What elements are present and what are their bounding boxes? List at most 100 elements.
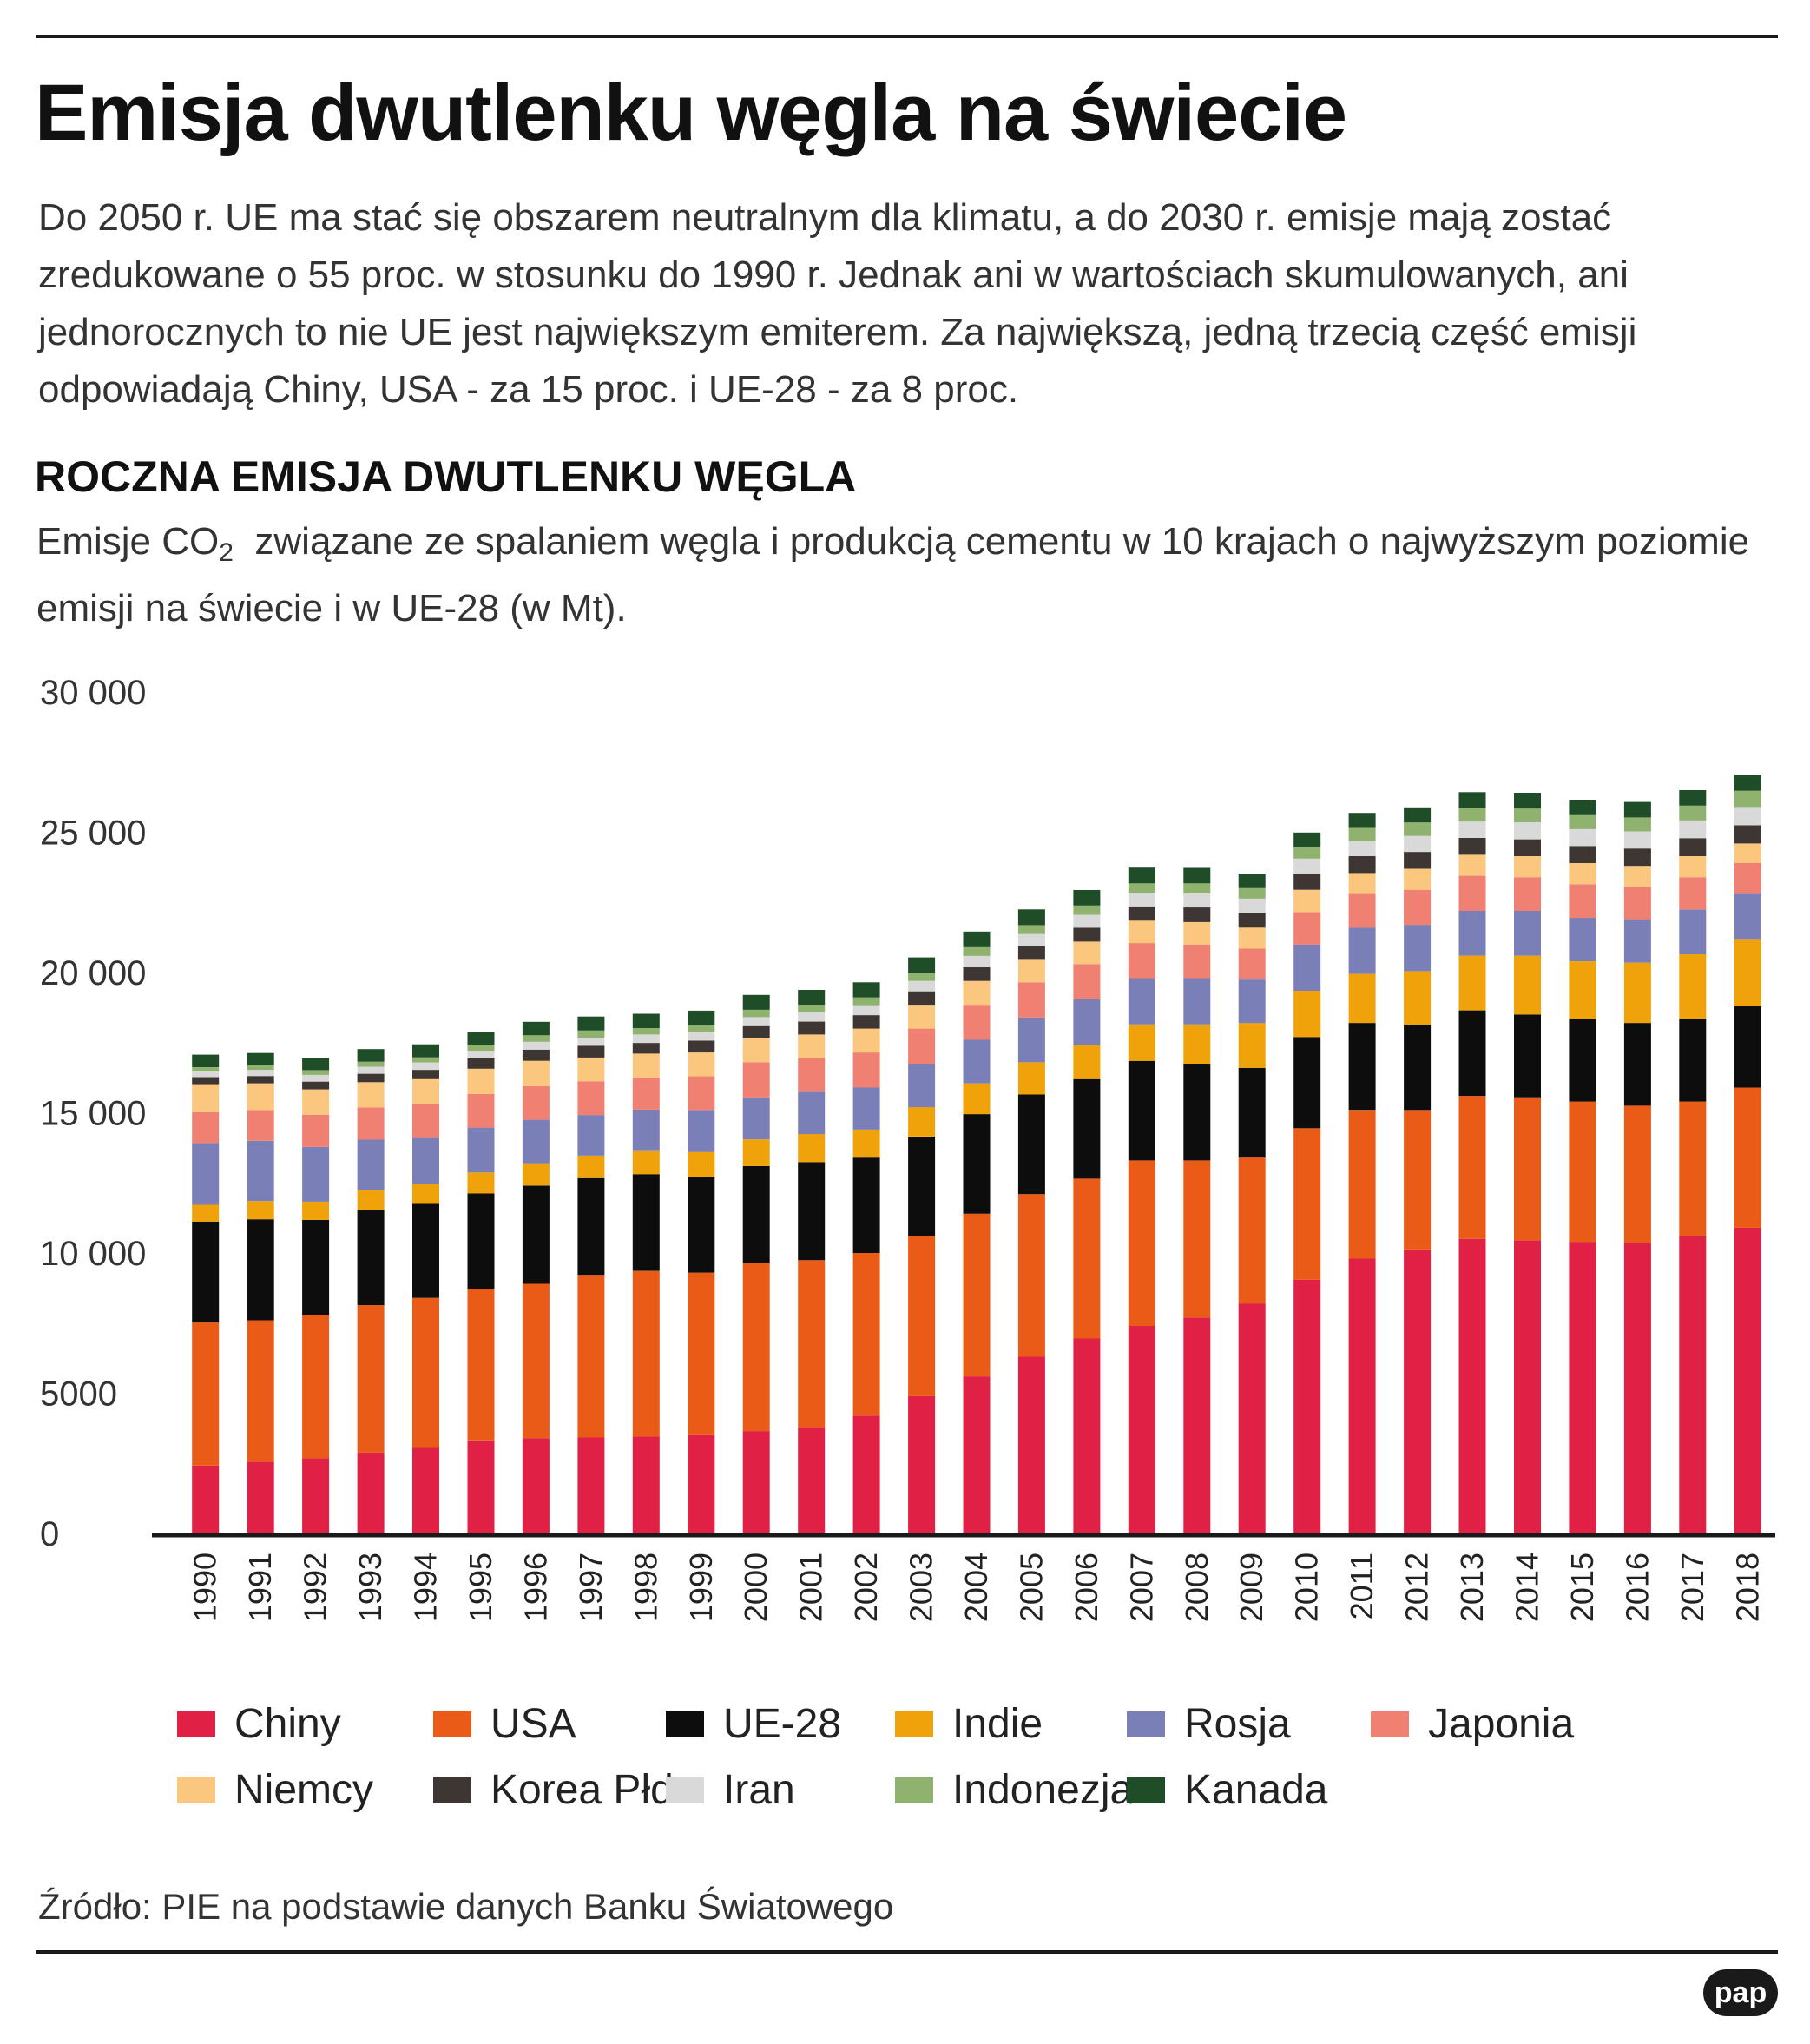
bar-segment-kanada-2010 — [1293, 832, 1321, 847]
bar-segment-indie-1998 — [632, 1150, 660, 1175]
bar-segment-korea-p-d--2006 — [1073, 927, 1101, 942]
bar-segment-niemcy-2004 — [963, 980, 991, 1006]
y-tick-label: 5000 — [40, 1375, 117, 1414]
x-tick-label: 2005 — [1013, 1553, 1049, 1622]
bar-segment-rosja-1991 — [247, 1140, 274, 1202]
bar-segment-chiny-1991 — [247, 1461, 274, 1533]
bar-segment-iran-2008 — [1183, 893, 1211, 907]
legend-item-rosja: Rosja — [1127, 1700, 1291, 1748]
bar-segment-kanada-1997 — [577, 1016, 605, 1031]
bar-segment-indie-2001 — [798, 1134, 826, 1163]
bar-segment-indie-2012 — [1404, 971, 1432, 1025]
bar-segment-iran-1992 — [302, 1074, 330, 1082]
bar-segment-korea-p-d--1990 — [192, 1077, 220, 1085]
bar-segment-japonia-2004 — [963, 1005, 991, 1040]
x-tick-label: 1990 — [188, 1553, 223, 1622]
bar-segment-rosja-2000 — [742, 1097, 770, 1140]
bar-segment-kanada-2005 — [1017, 909, 1045, 926]
y-axis-ticks: 0 5000 10 000 15 000 20 000 25 000 30 000 — [40, 674, 146, 1553]
bar-segment-indonezja-1992 — [302, 1070, 330, 1075]
bar-segment-indonezja-1993 — [357, 1061, 385, 1067]
bar-segment-ue-28-2012 — [1404, 1024, 1432, 1111]
bar-segment-rosja-2013 — [1458, 910, 1486, 956]
legend-label: UE-28 — [723, 1701, 842, 1747]
bar-segment-iran-2004 — [963, 955, 991, 967]
bar-segment-indonezja-2014 — [1514, 808, 1541, 823]
x-tick-label: 2007 — [1123, 1553, 1159, 1622]
bar-segment-ue-28-2014 — [1514, 1014, 1541, 1098]
x-tick-label: 1994 — [408, 1553, 444, 1622]
bar-segment-usa-2000 — [742, 1263, 770, 1432]
bar-segment-kanada-1992 — [302, 1058, 330, 1071]
bar-segment-chiny-2017 — [1679, 1236, 1707, 1533]
bar-segment-iran-2016 — [1623, 831, 1651, 849]
bar-segment-korea-p-d--2009 — [1238, 913, 1266, 928]
bar-segment-usa-2018 — [1734, 1087, 1761, 1228]
bar-segment-korea-p-d--1999 — [688, 1040, 715, 1053]
bar-segment-indonezja-1999 — [688, 1025, 715, 1032]
bar-segment-kanada-1996 — [522, 1021, 550, 1036]
bar-segment-indie-2010 — [1293, 991, 1321, 1038]
bar-segment-indonezja-1995 — [467, 1045, 495, 1052]
bar-segment-kanada-2000 — [742, 994, 770, 1010]
x-tick-label: 2014 — [1510, 1553, 1545, 1622]
bar-segment-rosja-1996 — [522, 1119, 550, 1164]
legend-label: Rosja — [1184, 1701, 1291, 1747]
bar-segment-ue-28-1998 — [632, 1174, 660, 1271]
bar-segment-indie-1992 — [302, 1201, 330, 1220]
bar-segment-korea-p-d--1991 — [247, 1076, 274, 1084]
bar-segment-chiny-2005 — [1017, 1356, 1045, 1533]
bar-segment-ue-28-2005 — [1017, 1094, 1045, 1195]
x-tick-label: 2003 — [904, 1553, 939, 1622]
desc-post: związane ze spalaniem węgla i produkcją … — [36, 520, 1761, 630]
page-title: Emisja dwutlenku węgla na świecie — [35, 69, 1347, 157]
bar-segment-rosja-2007 — [1128, 978, 1155, 1025]
legend-item-usa: USA — [433, 1700, 576, 1748]
bar-segment-iran-2001 — [798, 1012, 826, 1022]
bar-segment-ue-28-1994 — [412, 1203, 439, 1298]
bar-segment-korea-p-d--1992 — [302, 1081, 330, 1090]
bar-segment-niemcy-2016 — [1623, 866, 1651, 887]
bar-segment-ue-28-2018 — [1734, 1006, 1761, 1088]
bar-segment-kanada-2007 — [1128, 867, 1155, 884]
bar-segment-chiny-2016 — [1623, 1243, 1651, 1533]
top-rule — [36, 35, 1778, 38]
legend-item-kanada: Kanada — [1127, 1766, 1328, 1814]
y-tick-label: 10 000 — [40, 1235, 146, 1273]
bar-segment-rosja-1997 — [577, 1115, 605, 1156]
bar-segment-iran-2005 — [1017, 933, 1045, 946]
bar-segment-indonezja-2004 — [963, 946, 991, 956]
bar-segment-chiny-1999 — [688, 1435, 715, 1533]
x-tick-label: 2018 — [1729, 1553, 1765, 1622]
bar-segment-chiny-2006 — [1073, 1338, 1101, 1533]
bar-segment-iran-2012 — [1404, 835, 1432, 853]
legend-swatch — [433, 1711, 471, 1737]
bar-segment-chiny-2018 — [1734, 1227, 1761, 1533]
bar-segment-japonia-2016 — [1623, 887, 1651, 920]
bar-segment-niemcy-2015 — [1569, 863, 1596, 885]
bar-segment-korea-p-d--2014 — [1514, 839, 1541, 856]
bar-segment-rosja-2001 — [798, 1091, 826, 1135]
bar-segment-usa-1997 — [577, 1275, 605, 1438]
bar-segment-rosja-1992 — [302, 1146, 330, 1202]
bar-segment-chiny-2011 — [1348, 1258, 1376, 1533]
legend-swatch — [895, 1711, 933, 1737]
bar-segment-niemcy-2002 — [852, 1028, 880, 1053]
bar-segment-usa-2012 — [1404, 1110, 1432, 1250]
bar-segment-iran-1995 — [467, 1051, 495, 1058]
bar-segment-chiny-2009 — [1238, 1303, 1266, 1533]
bar-segment-korea-p-d--2003 — [908, 991, 936, 1006]
y-tick-label: 20 000 — [40, 954, 146, 992]
bar-segment-indonezja-2006 — [1073, 905, 1101, 915]
bar-segment-chiny-1997 — [577, 1437, 605, 1533]
x-tick-label: 1992 — [298, 1553, 333, 1622]
bar-segment-indonezja-1990 — [192, 1067, 220, 1071]
bar-segment-rosja-1994 — [412, 1137, 439, 1184]
legend-item-japonia: Japonia — [1371, 1700, 1574, 1748]
x-tick-label: 2004 — [958, 1553, 994, 1622]
bar-segment-chiny-1996 — [522, 1438, 550, 1533]
bar-segment-usa-2001 — [798, 1260, 826, 1428]
bar-segment-niemcy-2001 — [798, 1034, 826, 1058]
bar-segment-ue-28-2003 — [908, 1137, 936, 1236]
bar-segment-ue-28-2006 — [1073, 1078, 1101, 1179]
